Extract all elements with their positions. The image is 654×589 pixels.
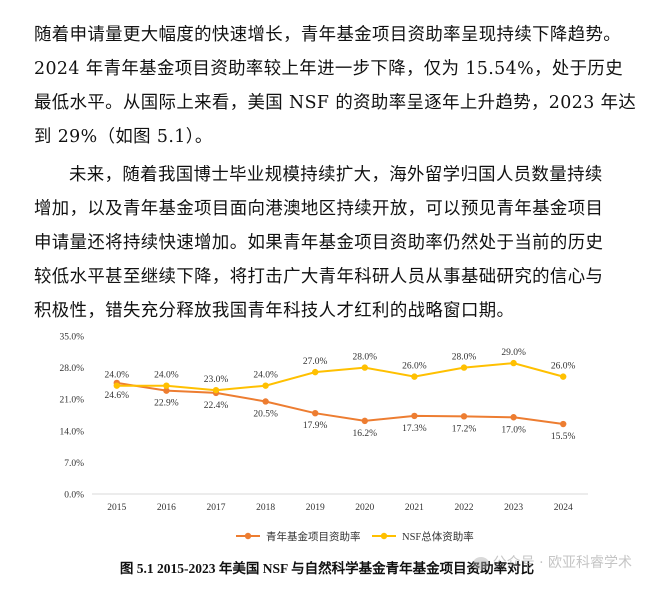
data-point: [361, 417, 368, 425]
paragraph-line: 最低水平。从国际上来看，美国 NSF 的资助率呈逐年上升趋势，2023 年达: [34, 93, 637, 113]
x-tick-label: 2018: [256, 503, 275, 513]
data-point: [163, 387, 170, 394]
legend-label: NSF总体资助率: [402, 530, 474, 543]
paragraph-line: 增加，以及青年基金项目面向港澳地区持续开放，可以预见青年基金项目: [34, 199, 604, 219]
watermark: 公众号 · 欧亚科睿学术: [472, 552, 632, 572]
paragraph-1: 随着申请量更大幅度的快速增长，青年基金项目资助率呈现持续下降趋势。 2024 年青…: [34, 18, 637, 154]
paragraph-line: 较低水平甚至继续下降，将打击广大青年科研人员从事基础研究的信心与: [34, 267, 604, 287]
data-point: [262, 382, 269, 389]
data-label: 24.0%: [154, 371, 179, 381]
series-line-1: [116, 381, 564, 425]
data-point: [560, 373, 567, 380]
legend-marker: [244, 532, 252, 540]
data-point: [312, 409, 319, 417]
x-tick-label: 2016: [157, 503, 176, 513]
y-tick-label: 28.0%: [59, 364, 84, 374]
data-point: [361, 364, 368, 371]
data-label: 27.0%: [303, 357, 328, 367]
series-line-2: [116, 362, 564, 392]
x-tick-label: 2015: [107, 503, 126, 513]
funding-rate-line-chart: 0.0% 7.0% 14.0% 21.0% 28.0% 35.0% 2015 2016 2017…: [59, 333, 588, 543]
data-point: [510, 359, 517, 367]
data-point: [262, 398, 269, 405]
data-point: [560, 420, 567, 428]
data-label: 17.9%: [303, 421, 328, 431]
paragraph-line: 未来，随着我国博士毕业规模持续扩大，海外留学归国人员数量持续: [69, 165, 603, 185]
data-label: 26.0%: [551, 362, 576, 372]
paragraph-line: 随着申请量更大幅度的快速增长，青年基金项目资助率呈现持续下降趋势。: [34, 25, 622, 45]
legend-label: 青年基金项目资助率: [266, 530, 361, 543]
paragraph-line: 申请量还将持续快速增加。如果青年基金项目资助率仍然处于当前的历史: [34, 233, 604, 253]
data-point: [411, 373, 418, 380]
data-label: 28.0%: [452, 353, 477, 363]
data-label: 17.0%: [501, 425, 526, 435]
data-label: 26.0%: [402, 362, 427, 372]
data-label: 20.5%: [253, 409, 278, 419]
data-label: 22.4%: [204, 401, 229, 411]
data-label: 15.5%: [551, 432, 576, 442]
data-point: [113, 382, 121, 389]
data-label: 29.0%: [501, 348, 526, 358]
paragraph-2: 未来，随着我国博士毕业规模持续扩大，海外留学归国人员数量持续增加，以及青年基金项…: [34, 158, 632, 328]
data-label: 24.6%: [105, 391, 130, 401]
paragraph-line: 积极性，错失充分释放我国青年科技人才红利的战略窗口期。: [34, 301, 515, 321]
y-tick-label: 21.0%: [59, 396, 84, 406]
y-tick-label: 7.0%: [64, 459, 84, 469]
data-point: [510, 414, 517, 421]
x-tick-label: 2024: [554, 503, 573, 513]
x-tick-label: 2021: [405, 503, 424, 513]
data-label: 23.0%: [204, 375, 229, 385]
x-tick-label: 2020: [355, 503, 374, 513]
paragraph-line: 2024 年青年基金项目资助率较上年进一步下降，仅为 15.54%，处于历史: [34, 59, 623, 79]
data-point: [460, 364, 468, 371]
data-point: [163, 382, 170, 389]
data-label: 16.2%: [353, 429, 378, 439]
paragraph-line: 到 29%（如图 5.1）。: [34, 127, 213, 147]
x-tick-label: 2017: [207, 503, 226, 513]
y-tick-label: 14.0%: [59, 427, 84, 437]
data-label: 24.0%: [105, 371, 130, 381]
legend-marker: [380, 532, 388, 540]
x-tick-label: 2019: [306, 503, 325, 513]
wechat-icon: [472, 556, 489, 570]
data-label: 24.0%: [253, 371, 278, 381]
data-point: [212, 386, 220, 394]
x-tick-label: 2022: [455, 503, 474, 513]
data-point: [460, 413, 468, 420]
data-label: 22.9%: [154, 399, 179, 409]
data-label: 17.3%: [402, 424, 427, 434]
data-label: 28.0%: [353, 353, 378, 363]
figure-caption: 图 5.1 2015-2023 年美国 NSF 与自然科学基金青年基金项目资助率…: [119, 561, 535, 576]
data-label: 17.2%: [452, 424, 477, 434]
x-tick-label: 2023: [504, 503, 523, 513]
data-point: [312, 368, 319, 376]
y-tick-label: 0.0%: [64, 491, 84, 501]
y-tick-label: 35.0%: [59, 333, 84, 343]
data-point: [411, 412, 418, 420]
watermark-text: 公众号 · 欧亚科睿学术: [492, 555, 632, 571]
